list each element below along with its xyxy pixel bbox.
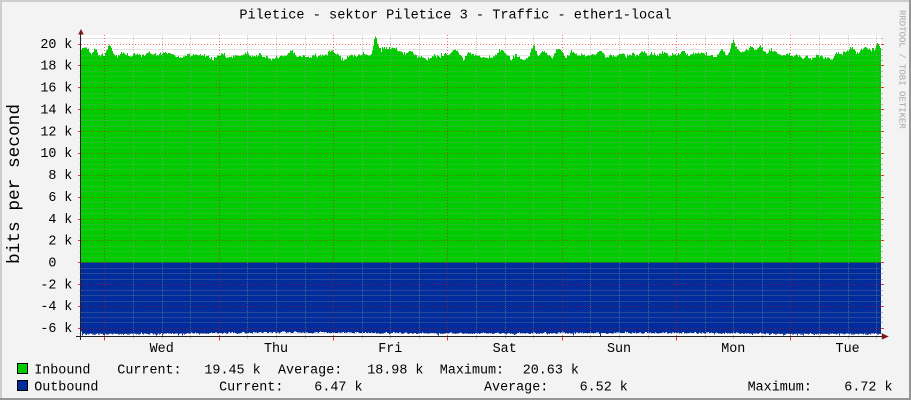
svg-text:k: k [64,125,72,140]
svg-text:-2: -2 [40,278,56,293]
svg-text:6.72 k: 6.72 k [844,380,892,395]
svg-text:6.47 k: 6.47 k [314,380,362,395]
svg-text:14: 14 [40,103,56,118]
svg-text:0: 0 [48,257,56,272]
svg-text:Outbound: Outbound [34,380,98,395]
svg-text:Current:: Current: [117,363,181,378]
svg-text:k: k [64,103,72,118]
svg-text:6.52 k: 6.52 k [580,380,628,395]
svg-text:k: k [64,191,72,206]
svg-text:19.45 k: 19.45 k [204,363,260,378]
svg-text:k: k [64,169,72,184]
svg-text:Maximum:: Maximum: [748,380,812,395]
svg-text:k: k [64,38,72,53]
svg-text:6: 6 [48,191,56,206]
svg-text:18.98 k: 18.98 k [367,363,423,378]
svg-text:Mon: Mon [721,342,745,357]
svg-text:Current:: Current: [219,380,283,395]
svg-text:Maximum:: Maximum: [440,363,504,378]
svg-text:RRDTOOL / TOBI OETIKER: RRDTOOL / TOBI OETIKER [897,10,907,129]
svg-text:10: 10 [40,147,56,162]
svg-text:k: k [64,235,72,250]
svg-text:Average:: Average: [278,363,342,378]
svg-text:20.63 k: 20.63 k [523,363,579,378]
svg-text:Thu: Thu [264,342,288,357]
svg-text:Average:: Average: [484,380,548,395]
svg-text:4: 4 [48,213,56,228]
svg-text:8: 8 [48,169,56,184]
svg-text:Wed: Wed [150,342,174,357]
svg-text:-6: -6 [40,322,56,337]
svg-text:Sat: Sat [493,342,517,357]
svg-text:2: 2 [48,235,56,250]
svg-text:k: k [64,82,72,97]
svg-text:12: 12 [40,125,56,140]
svg-text:k: k [64,147,72,162]
svg-text:Sun: Sun [607,342,631,357]
svg-text:k: k [64,300,72,315]
svg-text:k: k [64,322,72,337]
svg-text:Tue: Tue [836,342,860,357]
svg-text:-4: -4 [40,300,56,315]
svg-text:16: 16 [40,82,56,97]
svg-text:Inbound: Inbound [34,363,90,378]
svg-text:Piletice - sektor Piletice 3 -: Piletice - sektor Piletice 3 - Traffic -… [239,9,671,24]
svg-text:Fri: Fri [378,342,402,357]
svg-text:18: 18 [40,60,56,75]
svg-text:k: k [64,278,72,293]
svg-text:k: k [64,213,72,228]
svg-text:k: k [64,60,72,75]
svg-text:20: 20 [40,38,56,53]
svg-text:bits per second: bits per second [5,104,25,264]
